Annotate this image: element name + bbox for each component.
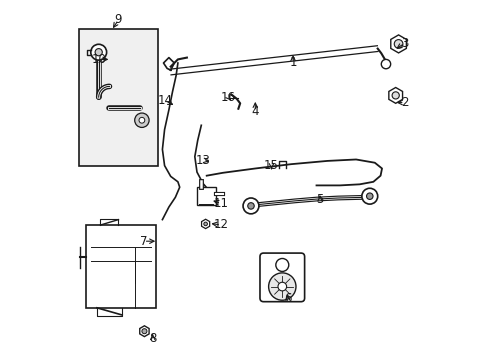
Text: 11: 11 — [213, 197, 228, 210]
Text: 1: 1 — [289, 57, 296, 69]
Text: 4: 4 — [251, 105, 259, 118]
Text: 15: 15 — [264, 159, 278, 172]
Circle shape — [381, 59, 390, 69]
Text: 3: 3 — [400, 37, 407, 50]
Circle shape — [134, 113, 149, 127]
Circle shape — [393, 40, 402, 48]
Circle shape — [361, 188, 377, 204]
Circle shape — [95, 49, 102, 56]
Circle shape — [247, 203, 254, 209]
Circle shape — [366, 193, 372, 199]
Circle shape — [139, 117, 144, 123]
Text: 7: 7 — [140, 235, 147, 248]
Bar — [86, 225, 156, 308]
Text: 6: 6 — [284, 292, 291, 305]
Circle shape — [142, 329, 146, 334]
Circle shape — [243, 198, 258, 214]
Text: 10: 10 — [91, 53, 106, 66]
Circle shape — [91, 44, 106, 60]
Text: 12: 12 — [213, 219, 228, 231]
Circle shape — [275, 258, 288, 271]
Text: 13: 13 — [195, 154, 210, 167]
Circle shape — [277, 282, 286, 291]
Polygon shape — [140, 326, 149, 337]
Text: 2: 2 — [400, 96, 407, 109]
Text: 5: 5 — [316, 193, 323, 206]
Circle shape — [391, 92, 399, 99]
Circle shape — [268, 273, 295, 300]
Text: 16: 16 — [221, 91, 235, 104]
Bar — [197, 187, 215, 205]
Text: 14: 14 — [158, 94, 172, 107]
Text: 9: 9 — [115, 13, 122, 26]
Circle shape — [203, 222, 207, 226]
Bar — [79, 29, 158, 166]
FancyBboxPatch shape — [260, 253, 304, 302]
Polygon shape — [388, 87, 402, 103]
Polygon shape — [201, 219, 209, 229]
Text: 8: 8 — [149, 332, 156, 345]
Polygon shape — [390, 35, 406, 53]
